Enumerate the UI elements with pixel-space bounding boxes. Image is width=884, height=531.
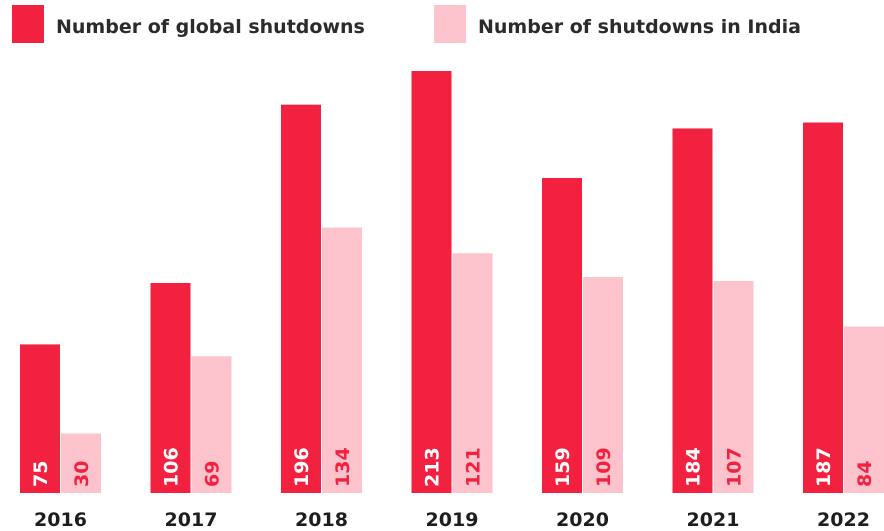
value-label-global-2019: 213 [422,447,444,487]
x-tick-label-2018: 2018 [295,509,348,531]
bar-india-2019 [452,253,493,493]
bar-global-2018 [281,104,321,493]
bar-india-2022 [844,326,884,493]
value-label-global-2016: 75 [30,461,52,487]
bar-india-2021 [713,281,754,493]
bar-global-2019 [411,71,452,493]
legend: Number of global shutdowns Number of shu… [12,5,801,43]
legend-label-global: Number of global shutdowns [56,16,365,38]
value-label-india-2021: 107 [724,447,746,487]
x-tick-label-2020: 2020 [556,509,609,531]
legend-swatch-india [434,5,466,43]
bar-global-2021 [672,128,713,494]
value-label-global-2022: 187 [813,447,835,487]
x-tick-label-2016: 2016 [34,509,87,531]
bar-global-2017 [150,282,191,493]
bar-india-2016 [61,433,101,493]
value-label-india-2017: 69 [202,461,224,487]
bar-india-2020 [583,277,623,493]
bar-global-2020 [542,177,582,494]
plot-area: 75 30 2016 106 69 2017 196 134 2018 213 121 2019 159… [20,71,884,531]
value-label-india-2020: 109 [593,447,615,487]
bar-india-2018 [322,227,362,494]
value-label-global-2018: 196 [291,447,313,487]
value-label-india-2018: 134 [332,447,354,487]
value-label-global-2021: 184 [683,447,705,487]
x-tick-label-2021: 2021 [687,509,740,531]
x-tick-label-2019: 2019 [426,509,479,531]
x-tick-label-2022: 2022 [817,509,870,531]
value-label-global-2017: 106 [161,447,183,487]
legend-label-india: Number of shutdowns in India [478,16,801,38]
legend-swatch-global [12,5,44,43]
value-label-india-2019: 121 [463,447,485,487]
x-tick-label-2017: 2017 [165,509,218,531]
bar-global-2016 [20,344,60,493]
bar-india-2017 [191,356,232,493]
value-label-india-2022: 84 [854,461,876,487]
value-label-global-2020: 159 [552,447,574,487]
value-label-india-2016: 30 [71,461,93,487]
bar-global-2022 [803,122,843,494]
